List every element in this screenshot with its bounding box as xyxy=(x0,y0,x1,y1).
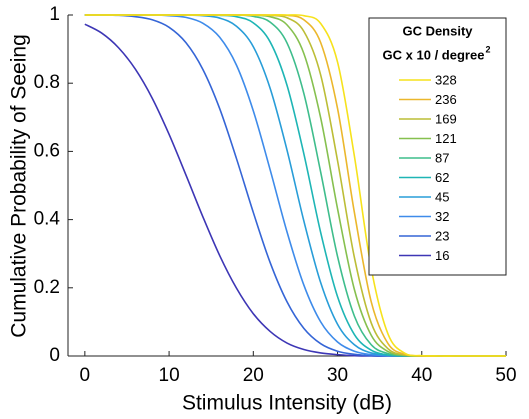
x-tick-label: 10 xyxy=(159,365,180,386)
y-tick-label: 0 xyxy=(49,345,60,366)
legend-label: 16 xyxy=(435,248,449,263)
y-tick-label: 0.6 xyxy=(34,140,60,161)
x-axis-label: Stimulus Intensity (dB) xyxy=(182,392,392,415)
x-tick-label: 50 xyxy=(495,365,516,386)
y-tick-label: 0.8 xyxy=(34,72,60,93)
data-line xyxy=(84,14,506,357)
x-tick-label: 20 xyxy=(243,365,264,386)
legend-subtitle-sup: 2 xyxy=(485,44,490,54)
legend-label: 62 xyxy=(435,170,449,185)
x-tick-label: 40 xyxy=(411,365,432,386)
legend-label: 87 xyxy=(435,150,449,165)
y-axis-label: Cumulative Probability of Seeing xyxy=(8,34,31,338)
legend-subtitle: GC x 10 / degree xyxy=(383,47,485,62)
y-tick-label: 1 xyxy=(49,4,60,25)
legend-box xyxy=(368,17,507,276)
legend-label: 328 xyxy=(435,72,457,87)
y-tick-label: 0.4 xyxy=(34,209,61,230)
y-tick-label: 0.2 xyxy=(34,277,60,298)
legend-label: 169 xyxy=(435,111,457,126)
legend: GC Density GC x 10 / degree 2 328 236 169 121 8… xyxy=(368,17,507,276)
legend-label: 121 xyxy=(435,131,457,146)
plot-area: 0 10 20 30 40 50 0 0.2 0.4 0.6 0.8 1 xyxy=(34,4,517,386)
legend-title: GC Density xyxy=(402,23,473,38)
x-tick-label: 0 xyxy=(80,365,91,386)
legend-label: 236 xyxy=(435,92,457,107)
legend-label: 32 xyxy=(435,209,449,224)
x-tick-label: 30 xyxy=(327,365,348,386)
legend-label: 45 xyxy=(435,189,449,204)
legend-label: 23 xyxy=(435,228,449,243)
